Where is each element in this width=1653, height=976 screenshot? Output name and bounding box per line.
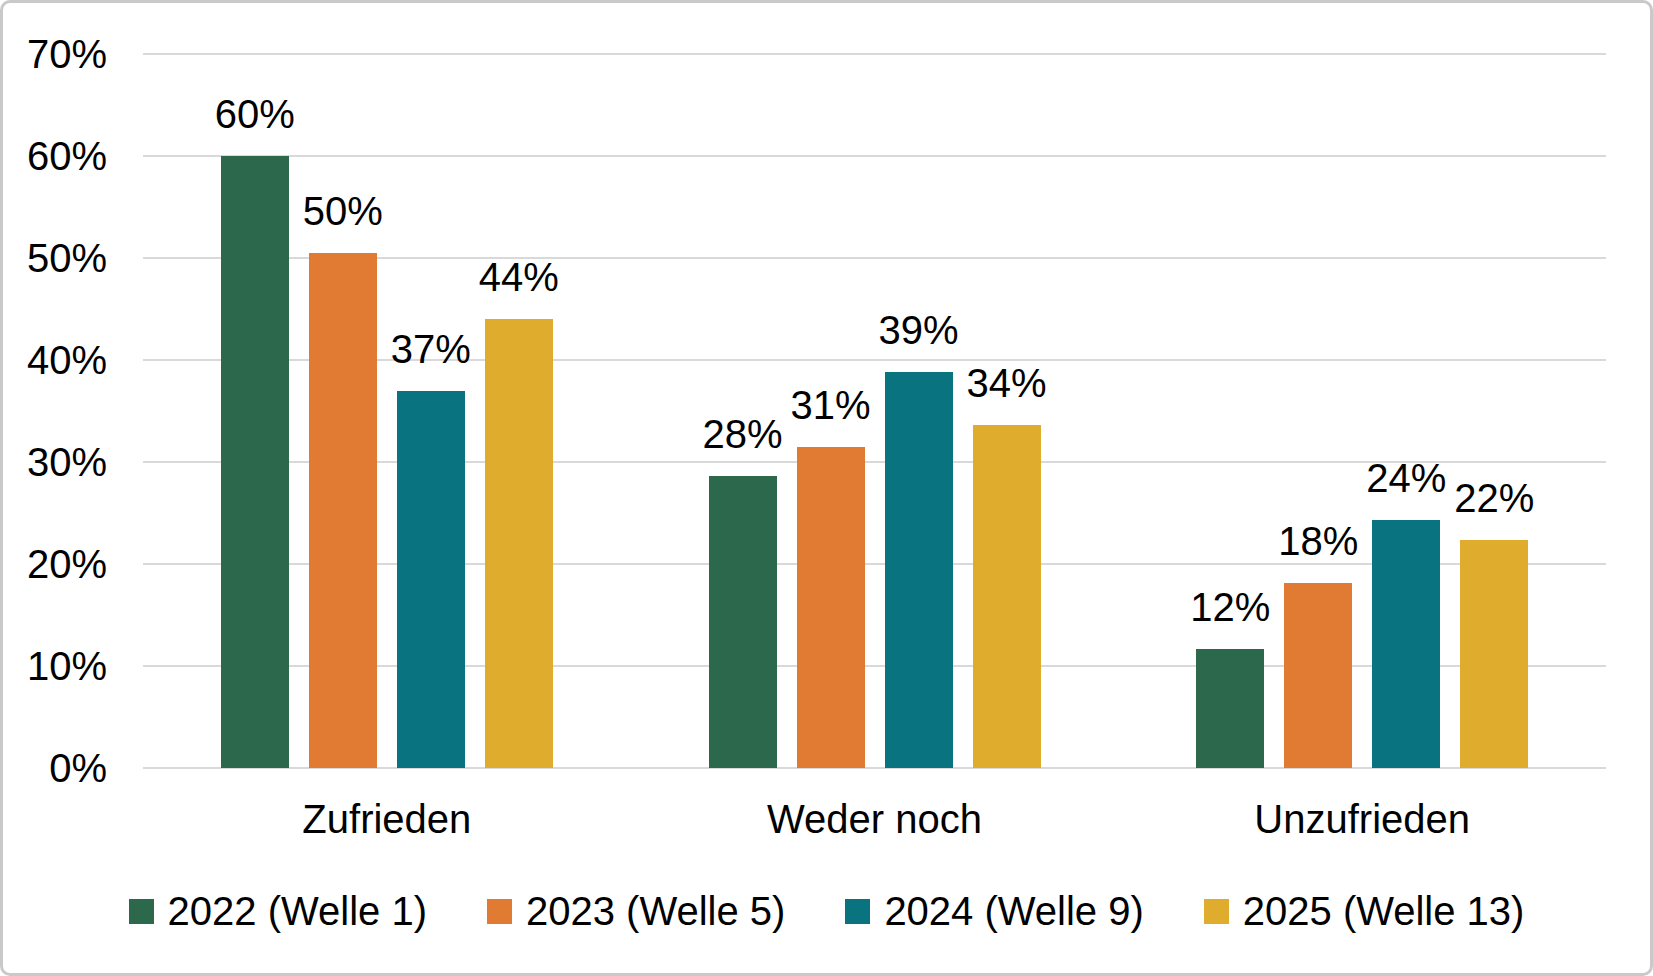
bar-slot: 24% bbox=[1372, 54, 1440, 768]
bar-2025-unzufrieden bbox=[1460, 540, 1528, 768]
bar-value-label: 18% bbox=[1278, 521, 1358, 561]
bar-value-label: 24% bbox=[1366, 458, 1446, 498]
legend-item-2023: 2023 (Welle 5) bbox=[487, 889, 785, 933]
y-axis-tick-label: 10% bbox=[3, 642, 107, 690]
bar-slot: 50% bbox=[309, 54, 377, 768]
bar-value-label: 44% bbox=[479, 257, 559, 297]
bar-slot: 60% bbox=[221, 54, 289, 768]
bar-value-label: 28% bbox=[702, 414, 782, 454]
bar-value-label: 22% bbox=[1454, 478, 1534, 518]
legend-item-2025: 2025 (Welle 13) bbox=[1204, 889, 1525, 933]
category-label-zufrieden: Zufrieden bbox=[143, 795, 631, 843]
bar-2022-weder-noch bbox=[709, 476, 777, 768]
bar-value-label: 12% bbox=[1190, 587, 1270, 627]
x-axis-labels: ZufriedenWeder nochUnzufrieden bbox=[143, 795, 1606, 843]
bar-slot: 28% bbox=[709, 54, 777, 768]
legend-swatch-icon bbox=[1204, 899, 1229, 924]
y-axis-tick-label: 60% bbox=[3, 132, 107, 180]
bar-2025-weder-noch bbox=[973, 425, 1041, 768]
y-axis-tick-label: 70% bbox=[3, 30, 107, 78]
bar-2022-zufrieden bbox=[221, 156, 289, 768]
bar-2025-zufrieden bbox=[485, 319, 553, 768]
bar-2022-unzufrieden bbox=[1196, 649, 1264, 768]
bar-value-label: 60% bbox=[215, 94, 295, 134]
bar-slot: 39% bbox=[885, 54, 953, 768]
y-axis-tick-label: 30% bbox=[3, 438, 107, 486]
legend-item-label: 2023 (Welle 5) bbox=[526, 889, 785, 933]
bar-slot: 31% bbox=[797, 54, 865, 768]
bar-2024-zufrieden bbox=[397, 391, 465, 768]
bar-slot: 44% bbox=[485, 54, 553, 768]
bar-2024-weder-noch bbox=[885, 372, 953, 768]
legend-swatch-icon bbox=[129, 899, 154, 924]
y-axis-tick-label: 0% bbox=[3, 744, 107, 792]
y-axis: 0% 10% 20% 30% 40% 50% 60% 70% bbox=[3, 3, 107, 976]
bar-2023-unzufrieden bbox=[1284, 583, 1352, 768]
bar-groups: 60%50%37%44%28%31%39%34%12%18%24%22% bbox=[143, 54, 1606, 768]
bar-chart: 0%10%20%30%40%50%60%70% 60%50%37%44%28%3… bbox=[0, 0, 1653, 976]
legend-item-label: 2025 (Welle 13) bbox=[1243, 889, 1525, 933]
bar-value-label: 37% bbox=[391, 329, 471, 369]
legend-swatch-icon bbox=[487, 899, 512, 924]
bar-2023-zufrieden bbox=[309, 253, 377, 768]
category-label-unzufrieden: Unzufrieden bbox=[1118, 795, 1606, 843]
legend-item-label: 2024 (Welle 9) bbox=[884, 889, 1143, 933]
y-axis-tick-label: 50% bbox=[3, 234, 107, 282]
bar-value-label: 31% bbox=[790, 385, 870, 425]
bar-slot: 12% bbox=[1196, 54, 1264, 768]
bar-group-weder-noch: 28%31%39%34% bbox=[631, 54, 1119, 768]
bar-value-label: 34% bbox=[966, 363, 1046, 403]
bar-value-label: 50% bbox=[303, 191, 383, 231]
bar-value-label: 39% bbox=[878, 310, 958, 350]
legend: 2022 (Welle 1) 2023 (Welle 5) 2024 (Welle … bbox=[3, 889, 1650, 933]
bar-2023-weder-noch bbox=[797, 447, 865, 768]
bar-group-zufrieden: 60%50%37%44% bbox=[143, 54, 631, 768]
legend-item-2022: 2022 (Welle 1) bbox=[129, 889, 427, 933]
legend-swatch-icon bbox=[845, 899, 870, 924]
bar-group-unzufrieden: 12%18%24%22% bbox=[1118, 54, 1606, 768]
bar-slot: 22% bbox=[1460, 54, 1528, 768]
category-label-weder-noch: Weder noch bbox=[631, 795, 1119, 843]
y-axis-tick-label: 40% bbox=[3, 336, 107, 384]
bar-2024-unzufrieden bbox=[1372, 520, 1440, 768]
legend-item-label: 2022 (Welle 1) bbox=[168, 889, 427, 933]
plot-area: 60%50%37%44%28%31%39%34%12%18%24%22% bbox=[143, 54, 1606, 768]
y-axis-tick-label: 20% bbox=[3, 540, 107, 588]
bar-slot: 34% bbox=[973, 54, 1041, 768]
bar-slot: 37% bbox=[397, 54, 465, 768]
legend-item-2024: 2024 (Welle 9) bbox=[845, 889, 1143, 933]
bar-slot: 18% bbox=[1284, 54, 1352, 768]
